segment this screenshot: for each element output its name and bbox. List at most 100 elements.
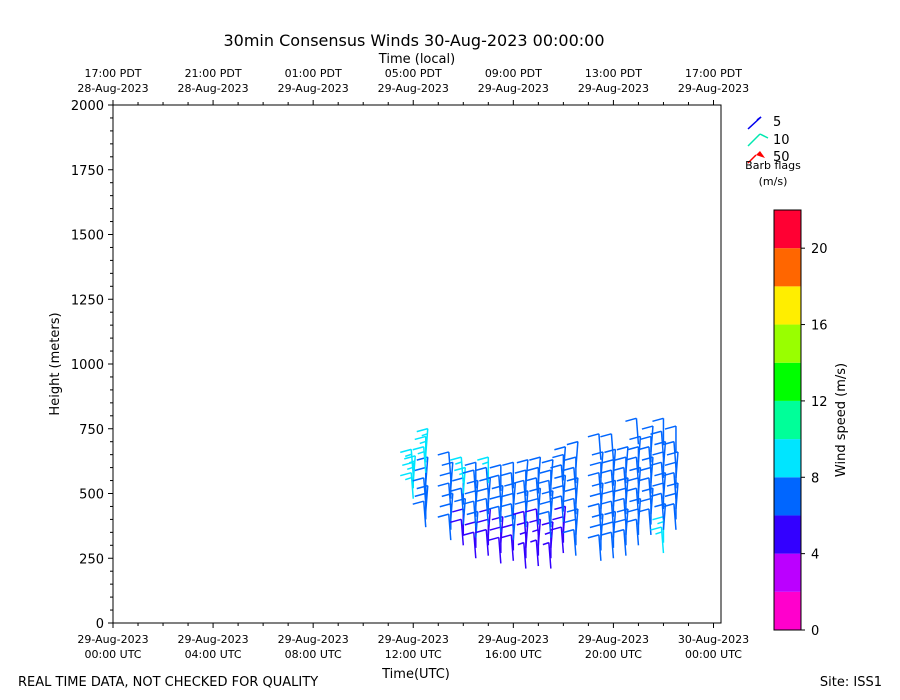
barb-flag: [639, 466, 652, 472]
barb-shaft: [548, 480, 552, 507]
barb-flag: [666, 451, 679, 456]
wind-barb: [664, 425, 677, 453]
barb-shaft: [623, 467, 627, 494]
barb-shaft: [473, 501, 477, 528]
barb-flag: [537, 510, 550, 516]
top-tick-time: 21:00 PDT: [185, 67, 242, 80]
barb-shaft: [425, 457, 429, 484]
wind-barb: [437, 513, 452, 541]
barb-shaft: [535, 508, 540, 535]
y-tick-label: 250: [79, 552, 104, 567]
colorbar: 0 4 8 12 16 20: [773, 209, 828, 639]
colorbar-bin: [774, 439, 801, 478]
wind-barb: [562, 497, 577, 525]
barb-flag: [512, 510, 525, 516]
barb-shaft: [675, 482, 679, 510]
barb-shaft: [510, 503, 515, 530]
barb-half-flag: [419, 440, 426, 445]
wind-barb: [612, 528, 627, 556]
barb-flag: [602, 459, 614, 464]
wind-barb: [525, 508, 540, 535]
barb-shaft: [575, 477, 579, 504]
barb-flag: [514, 469, 527, 474]
barb-shaft: [610, 433, 615, 460]
wind-barb: [462, 531, 477, 559]
wind-barb: [489, 464, 502, 491]
top-tick-date: 29-Aug-2023: [278, 82, 349, 95]
wind-barb: [530, 539, 540, 567]
barb-shaft: [450, 493, 454, 520]
colorbar-bin: [774, 286, 801, 325]
barb-flag: [652, 482, 664, 487]
barb-flag: [525, 477, 537, 482]
barb-flag: [614, 518, 627, 524]
barb-flag: [414, 466, 426, 472]
wind-barb: [600, 531, 615, 559]
top-tick-time: 01:00 PDT: [285, 67, 342, 80]
wind-barb: [441, 461, 454, 489]
barb-flag: [539, 469, 552, 474]
barb-shaft: [460, 457, 465, 484]
barb-flag: [625, 487, 637, 492]
barb-shaft: [660, 431, 665, 458]
barb-shaft: [610, 501, 615, 528]
wind-barb: [517, 541, 527, 569]
barb-shaft: [560, 495, 565, 523]
x-tick-time: 00:00 UTC: [84, 648, 141, 661]
barb-shaft: [485, 529, 490, 556]
barb-shaft: [662, 503, 667, 530]
barb-shaft: [650, 426, 654, 453]
barb-flag: [664, 492, 677, 498]
barb-shaft: [537, 519, 542, 546]
barb-shaft: [648, 477, 652, 504]
wind-barb: [462, 469, 477, 497]
wind-barb: [650, 492, 665, 520]
barb-shaft: [487, 508, 492, 535]
wind-barb: [450, 487, 465, 515]
quality-note: REAL TIME DATA, NOT CHECKED FOR QUALITY: [18, 675, 318, 690]
barb-shaft: [485, 467, 490, 494]
barb-shaft: [662, 441, 667, 468]
legend-caption-line2: (m/s): [759, 175, 788, 188]
barb-shaft: [537, 457, 542, 484]
site-label: Site: ISS1: [820, 675, 882, 690]
barb-flag: [629, 435, 641, 441]
barb-flag: [414, 435, 426, 441]
wind-barb: [487, 505, 502, 533]
wind-barb: [500, 534, 515, 561]
barb-flag: [500, 534, 512, 539]
barb-flag: [475, 528, 487, 534]
barb-flag: [537, 479, 550, 485]
top-tick-date: 29-Aug-2023: [678, 82, 749, 95]
barb-flag: [462, 469, 474, 474]
barb-half-flag: [455, 461, 462, 465]
barb-shaft: [560, 464, 565, 491]
barb-flag: [475, 466, 487, 472]
barb-flag: [502, 492, 514, 498]
barb-shaft: [523, 511, 527, 538]
x-tick-time: 12:00 UTC: [385, 648, 442, 661]
colorbar-bin: [774, 400, 801, 440]
barb-flag: [400, 471, 412, 477]
wind-barb: [587, 433, 602, 460]
barb-shaft: [523, 480, 527, 507]
barb-shaft: [410, 449, 414, 476]
x-tick-date: 29-Aug-2023: [578, 633, 649, 646]
wind-barb: [541, 459, 554, 486]
barb-flag: [662, 471, 675, 477]
barb-shaft: [660, 462, 665, 489]
top-tick-time: 13:00 PDT: [585, 67, 642, 80]
wind-barb: [612, 497, 627, 525]
colorbar-label: Wind speed (m/s): [834, 363, 849, 477]
barb-half-flag: [405, 476, 412, 481]
wind-barb: [625, 487, 640, 515]
wind-barb: [400, 471, 414, 499]
wind-barb: [625, 518, 640, 546]
colorbar-tick-label: 4: [811, 548, 819, 563]
barb-flag: [564, 518, 577, 524]
top-tick-date: 28-Aug-2023: [77, 82, 148, 95]
barb-shaft: [562, 446, 567, 473]
barb-flag: [514, 500, 527, 505]
barb-flag: [487, 536, 500, 542]
colorbar-frame: [773, 209, 802, 631]
